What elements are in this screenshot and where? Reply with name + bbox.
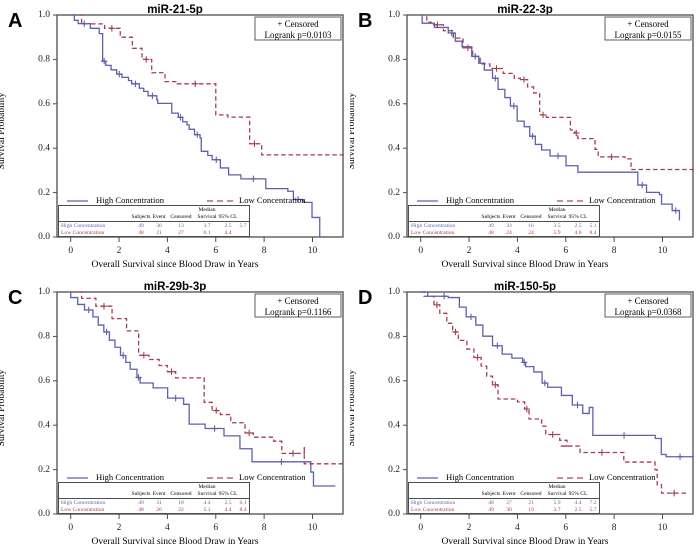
svg-text:8: 8 — [262, 246, 267, 256]
svg-text:0.4: 0.4 — [38, 420, 50, 430]
svg-text:Logrank p=0.0368: Logrank p=0.0368 — [614, 307, 682, 317]
svg-text:0.4: 0.4 — [388, 420, 400, 430]
svg-text:4: 4 — [165, 246, 170, 256]
svg-text:0.0: 0.0 — [38, 232, 50, 242]
svg-text:10: 10 — [658, 246, 668, 256]
svg-text:6: 6 — [563, 246, 568, 256]
svg-text:+ Censored: + Censored — [277, 19, 319, 29]
svg-text:Logrank p=0.0155: Logrank p=0.0155 — [614, 30, 682, 40]
svg-text:0: 0 — [68, 246, 73, 256]
svg-text:0.0: 0.0 — [388, 509, 400, 519]
svg-text:0.8: 0.8 — [38, 55, 50, 65]
svg-text:1.0: 1.0 — [38, 287, 50, 297]
svg-text:+ Censored: + Censored — [627, 19, 669, 29]
svg-text:4: 4 — [165, 523, 170, 533]
svg-text:8: 8 — [612, 246, 617, 256]
svg-text:1.0: 1.0 — [388, 287, 400, 297]
svg-text:4: 4 — [515, 523, 520, 533]
svg-text:6: 6 — [563, 523, 568, 533]
svg-text:0.8: 0.8 — [388, 55, 400, 65]
svg-text:0.4: 0.4 — [388, 143, 400, 153]
svg-text:0: 0 — [68, 523, 73, 533]
svg-text:0.6: 0.6 — [38, 376, 50, 386]
svg-text:0.2: 0.2 — [38, 188, 50, 198]
svg-text:0.0: 0.0 — [388, 232, 400, 242]
svg-text:0.0: 0.0 — [38, 509, 50, 519]
svg-text:6: 6 — [213, 246, 218, 256]
svg-text:0.2: 0.2 — [38, 465, 50, 475]
svg-text:0.6: 0.6 — [388, 376, 400, 386]
svg-text:8: 8 — [262, 523, 267, 533]
svg-text:+ Censored: + Censored — [277, 296, 319, 306]
svg-text:0.8: 0.8 — [38, 332, 50, 342]
svg-text:2: 2 — [467, 523, 472, 533]
svg-text:10: 10 — [308, 246, 318, 256]
svg-text:8: 8 — [612, 523, 617, 533]
svg-text:0.6: 0.6 — [388, 99, 400, 109]
svg-text:0.8: 0.8 — [388, 332, 400, 342]
svg-text:2: 2 — [117, 523, 122, 533]
svg-text:10: 10 — [308, 523, 318, 533]
svg-text:Logrank p=0.0103: Logrank p=0.0103 — [264, 30, 332, 40]
svg-text:2: 2 — [467, 246, 472, 256]
svg-text:+ Censored: + Censored — [627, 296, 669, 306]
svg-text:0: 0 — [418, 246, 423, 256]
svg-text:4: 4 — [515, 246, 520, 256]
svg-text:2: 2 — [117, 246, 122, 256]
svg-text:Logrank p=0.1166: Logrank p=0.1166 — [265, 307, 332, 317]
svg-text:1.0: 1.0 — [38, 10, 50, 20]
svg-text:6: 6 — [213, 523, 218, 533]
svg-text:0: 0 — [418, 523, 423, 533]
svg-text:0.2: 0.2 — [388, 465, 400, 475]
svg-text:10: 10 — [658, 523, 668, 533]
svg-text:0.2: 0.2 — [388, 188, 400, 198]
svg-text:1.0: 1.0 — [388, 10, 400, 20]
svg-text:0.4: 0.4 — [38, 143, 50, 153]
svg-text:0.6: 0.6 — [38, 99, 50, 109]
